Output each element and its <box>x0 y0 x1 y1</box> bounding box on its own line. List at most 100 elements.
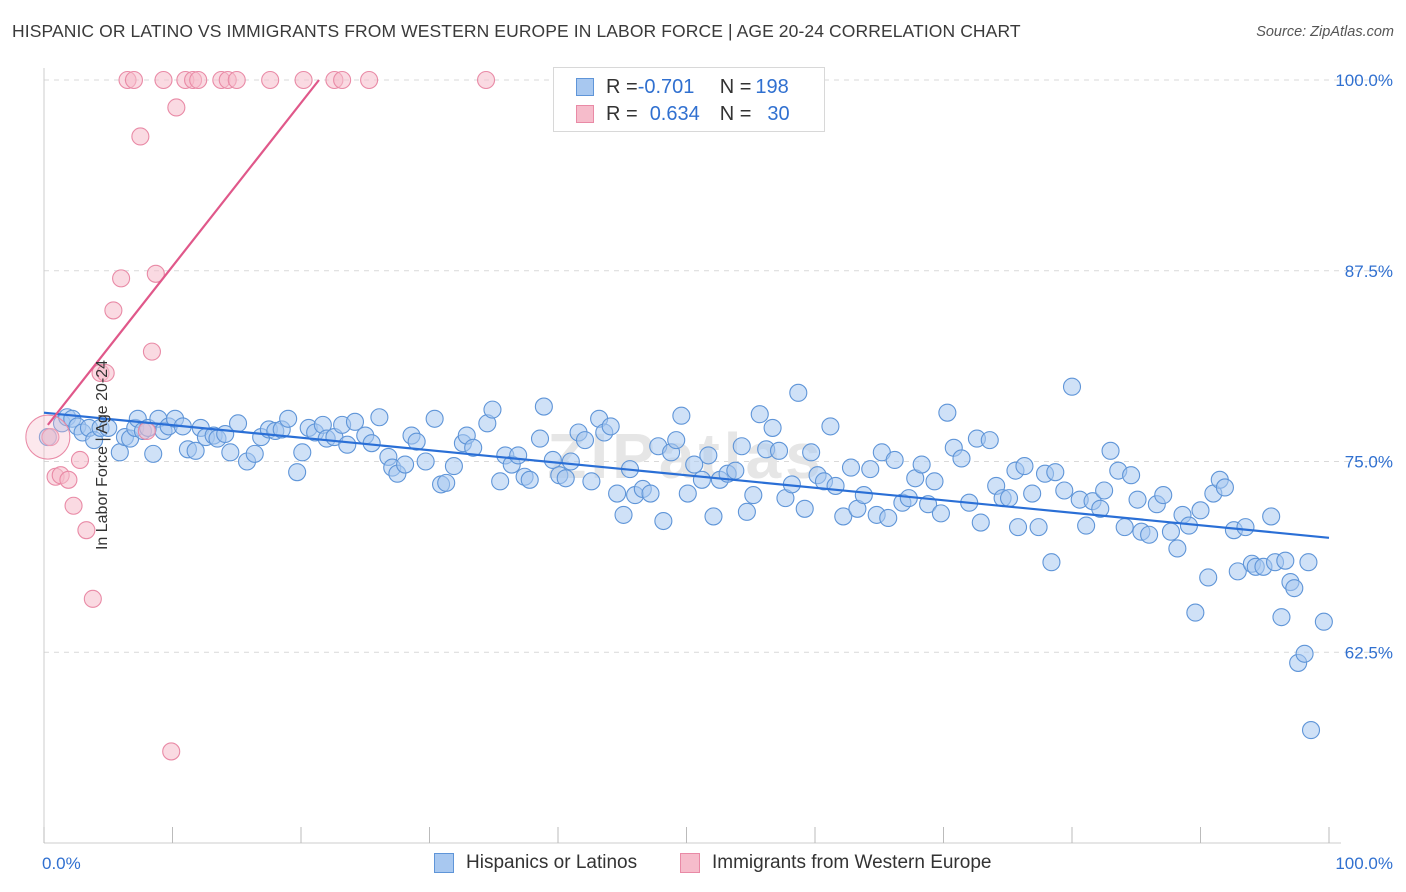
series-western-europe-points <box>25 70 496 761</box>
data-point-hispanics <box>1191 501 1210 520</box>
data-point-hispanics <box>641 484 660 503</box>
data-point-hispanics <box>750 405 769 424</box>
data-point-hispanics <box>912 455 931 474</box>
data-point-hispanics <box>879 508 898 528</box>
data-point-hispanics <box>416 452 435 471</box>
data-point-hispanics <box>293 443 312 462</box>
data-point-hispanics <box>1122 466 1141 485</box>
data-point-hispanics <box>1042 553 1061 572</box>
data-point-western-europe <box>227 70 246 90</box>
data-point-hispanics <box>1285 579 1304 598</box>
data-point-western-europe <box>41 428 60 447</box>
stats-legend: R = -0.701 N = 198 R = 0.634 N = 30 <box>553 67 825 132</box>
data-point-hispanics <box>608 484 627 503</box>
data-point-western-europe <box>124 70 143 90</box>
data-point-hispanics <box>396 455 415 474</box>
data-point-hispanics <box>1055 481 1074 500</box>
data-point-hispanics <box>1168 539 1187 558</box>
data-point-hispanics <box>763 418 782 437</box>
data-point-hispanics <box>1115 518 1134 537</box>
data-point-western-europe <box>64 496 83 515</box>
data-point-hispanics <box>1077 516 1096 535</box>
data-point-western-europe <box>142 342 161 361</box>
data-point-hispanics <box>186 441 205 460</box>
data-point-hispanics <box>483 400 502 419</box>
data-point-western-europe <box>77 521 96 540</box>
data-point-hispanics <box>614 505 633 524</box>
data-point-hispanics <box>1128 490 1147 509</box>
data-point-hispanics <box>1095 481 1114 500</box>
axes <box>43 68 1341 844</box>
data-point-hispanics <box>1154 486 1173 505</box>
y-tick-label: 75.0% <box>1345 453 1393 472</box>
y-tick-label: 62.5% <box>1345 643 1393 662</box>
data-point-hispanics <box>491 472 510 491</box>
data-point-hispanics <box>667 431 686 450</box>
data-point-western-europe-large <box>25 414 71 460</box>
y-tick-label: 87.5% <box>1345 262 1393 281</box>
data-point-hispanics <box>789 383 808 402</box>
data-point-hispanics <box>1015 457 1034 476</box>
data-point-hispanics <box>1062 377 1082 396</box>
bottom-legend-western-europe: Immigrants from Western Europe <box>680 852 991 874</box>
data-point-hispanics <box>1101 441 1120 460</box>
data-point-hispanics <box>464 438 483 457</box>
data-point-hispanics <box>1046 463 1065 482</box>
bottom-legend-hispanics: Hispanics or Latinos <box>434 852 637 874</box>
data-point-western-europe <box>104 301 123 320</box>
data-point-hispanics <box>144 444 163 463</box>
data-point-hispanics <box>543 450 562 470</box>
data-point-hispanics <box>556 469 575 488</box>
data-point-western-europe <box>333 70 352 90</box>
data-point-hispanics <box>841 458 861 477</box>
data-point-hispanics <box>1295 644 1314 663</box>
data-point-hispanics <box>1215 478 1234 497</box>
data-point-western-europe <box>261 70 280 90</box>
data-point-hispanics <box>561 452 580 471</box>
data-point-hispanics <box>288 463 307 482</box>
legend-n-value: 198 <box>755 75 789 98</box>
data-point-western-europe <box>189 70 208 90</box>
data-point-western-europe <box>162 742 181 761</box>
data-point-western-europe <box>137 421 156 441</box>
data-point-hispanics <box>654 511 673 531</box>
grid-lines <box>44 79 1389 653</box>
data-point-hispanics <box>769 441 789 460</box>
data-point-western-europe <box>476 70 496 90</box>
data-point-hispanics <box>444 457 463 476</box>
data-point-hispanics <box>534 397 553 416</box>
data-point-hispanics <box>1301 721 1321 740</box>
data-point-hispanics <box>1276 551 1295 570</box>
data-point-hispanics <box>245 444 264 463</box>
data-point-hispanics <box>854 486 873 505</box>
data-point-hispanics <box>821 417 840 436</box>
legend-r-value: -0.701 <box>637 75 695 98</box>
data-point-hispanics <box>425 409 444 428</box>
data-point-hispanics <box>1023 484 1042 503</box>
source-label: Source: ZipAtlas.com <box>1256 24 1394 40</box>
data-point-hispanics <box>1186 603 1205 622</box>
series-hispanics-points <box>38 377 1333 740</box>
data-point-hispanics <box>732 437 751 456</box>
tick-labels: 62.5% 75.0% 87.5% 100.0% 0.0% 100.0% <box>42 71 1393 873</box>
data-point-hispanics <box>826 476 845 495</box>
data-point-hispanics <box>726 461 745 480</box>
data-point-hispanics <box>601 417 620 436</box>
trend-line-western-europe <box>46 79 320 426</box>
data-point-hispanics <box>699 446 718 465</box>
data-point-hispanics <box>692 470 711 489</box>
data-point-hispanics <box>279 409 298 428</box>
data-point-hispanics <box>678 484 697 503</box>
data-point-hispanics <box>861 460 880 479</box>
data-point-western-europe <box>154 70 173 90</box>
data-point-hispanics <box>1029 518 1048 537</box>
data-point-hispanics <box>338 435 357 454</box>
data-point-western-europe <box>70 450 90 470</box>
bottom-legend-label: Immigrants from Western Europe <box>712 852 992 873</box>
data-point-western-europe <box>360 70 379 90</box>
data-point-hispanics <box>1236 518 1255 537</box>
data-point-hispanics <box>834 507 853 526</box>
data-point-western-europe <box>131 127 150 146</box>
data-point-hispanics <box>520 470 539 489</box>
